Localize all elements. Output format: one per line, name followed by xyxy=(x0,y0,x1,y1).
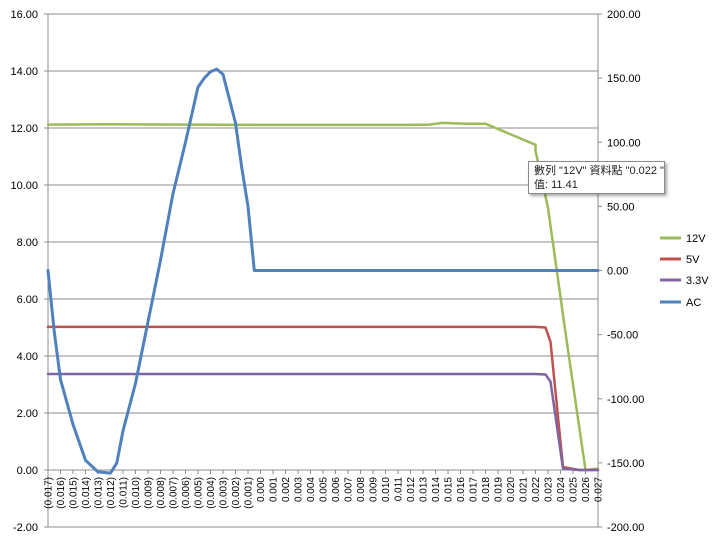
x-tick-label: 0.009 xyxy=(369,477,380,502)
series-line-ac xyxy=(46,67,600,475)
x-tick-label: 0.010 xyxy=(381,477,392,502)
left-y-tick-label: 10.00 xyxy=(10,180,38,192)
x-axis: (0.017) (0.016) (0.015) (0.014) (0.013) (0.01… xyxy=(44,469,605,509)
x-tick-label: 0.018 xyxy=(481,477,492,502)
legend-label: 5V xyxy=(686,254,700,266)
tooltip-value-line: 值: 11.41 xyxy=(534,179,578,191)
x-tick-label: 0.024 xyxy=(556,477,567,502)
right-y-tick-label: 50.00 xyxy=(607,201,635,213)
legend-label: AC xyxy=(686,297,701,309)
right-y-tick-label: -200.00 xyxy=(607,522,644,534)
left-y-tick-label: 0.00 xyxy=(17,465,38,477)
x-tick-label: (0.004) xyxy=(206,477,217,509)
series-lines xyxy=(46,67,600,475)
left-y-tick-label: 4.00 xyxy=(17,351,38,363)
series-line-12v xyxy=(46,121,600,472)
x-tick-label: 0.016 xyxy=(456,477,467,502)
x-tick-label: (0.017) xyxy=(44,477,55,509)
x-tick-label: (0.013) xyxy=(94,477,105,509)
x-tick-label: (0.002) xyxy=(231,477,242,509)
x-tick-label: 0.015 xyxy=(444,477,455,502)
x-tick-label: (0.003) xyxy=(219,477,230,509)
left-y-tick-label: 12.00 xyxy=(10,123,38,135)
x-tick-label: (0.009) xyxy=(144,477,155,509)
x-tick-label: 0.008 xyxy=(356,477,367,502)
x-tick-label: 0.011 xyxy=(394,477,405,502)
x-tick-label: 0.019 xyxy=(494,477,505,502)
right-y-tick-label: 100.00 xyxy=(607,137,641,149)
x-tick-label: 0.021 xyxy=(519,477,530,502)
x-tick-label: (0.005) xyxy=(194,477,205,509)
x-tick-label: 0.000 xyxy=(256,477,267,502)
x-tick-label: (0.014) xyxy=(81,477,92,509)
series-line-3-3v xyxy=(46,372,600,472)
left-y-tick-label: 8.00 xyxy=(17,237,38,249)
x-tick-label: (0.012) xyxy=(106,477,117,509)
left-y-tick-label: 14.00 xyxy=(10,66,38,78)
left-y-axis: -2.00 0.00 2.00 4.00 6.00 8.00 10.00 12.00 14.00… xyxy=(10,9,48,534)
x-tick-label: 0.001 xyxy=(269,477,280,502)
x-tick-label: 0.025 xyxy=(569,477,580,502)
x-tick-label: 0.027 xyxy=(594,477,605,502)
x-tick-label: 0.020 xyxy=(506,477,517,502)
x-tick-label: (0.016) xyxy=(56,477,67,509)
legend-label: 3.3V xyxy=(686,275,709,287)
x-tick-label: 0.022 xyxy=(531,477,542,502)
right-y-tick-label: -150.00 xyxy=(607,458,644,470)
x-tick-label: 0.004 xyxy=(306,477,317,502)
x-tick-label: 0.002 xyxy=(281,477,292,502)
right-y-tick-label: 150.00 xyxy=(607,73,641,85)
x-tick-label: (0.011) xyxy=(119,477,130,508)
x-tick-label: 0.007 xyxy=(344,477,355,502)
x-tick-label: (0.015) xyxy=(69,477,80,509)
left-y-tick-label: 6.00 xyxy=(17,294,38,306)
x-tick-label: 0.017 xyxy=(469,477,480,502)
x-tick-label: 0.013 xyxy=(419,477,430,502)
x-tick-label: (0.001) xyxy=(244,477,255,509)
left-y-tick-label: -2.00 xyxy=(13,522,38,534)
x-tick-label: 0.012 xyxy=(406,477,417,502)
data-point-tooltip: 數列 "12V" 資料點 "0.022 " 值: 11.41 xyxy=(528,161,665,194)
x-tick-label: (0.006) xyxy=(181,477,192,509)
left-y-tick-label: 2.00 xyxy=(17,408,38,420)
legend: 12V 5V 3.3V AC xyxy=(660,233,709,309)
tooltip-series-line: 數列 "12V" 資料點 "0.022 " xyxy=(534,165,664,177)
right-y-axis: -200.00 -150.00 -100.00 -50.00 0.00 50.00 100.… xyxy=(598,9,644,534)
left-y-tick-label: 16.00 xyxy=(10,9,38,21)
x-tick-label: (0.007) xyxy=(169,477,180,509)
x-tick-label: (0.010) xyxy=(131,477,142,509)
legend-label: 12V xyxy=(686,233,706,245)
x-tick-label: (0.008) xyxy=(156,477,167,509)
right-y-tick-label: -100.00 xyxy=(607,394,644,406)
x-tick-label: 0.003 xyxy=(294,477,305,502)
right-y-tick-label: 0.00 xyxy=(607,266,628,278)
x-tick-label: 0.005 xyxy=(319,477,330,502)
right-y-tick-label: -50.00 xyxy=(607,330,638,342)
x-tick-label: 0.026 xyxy=(581,477,592,502)
x-tick-label: 0.014 xyxy=(431,477,442,502)
right-y-tick-label: 200.00 xyxy=(607,9,641,21)
x-tick-label: 0.006 xyxy=(331,477,342,502)
x-tick-label: 0.023 xyxy=(544,477,555,502)
